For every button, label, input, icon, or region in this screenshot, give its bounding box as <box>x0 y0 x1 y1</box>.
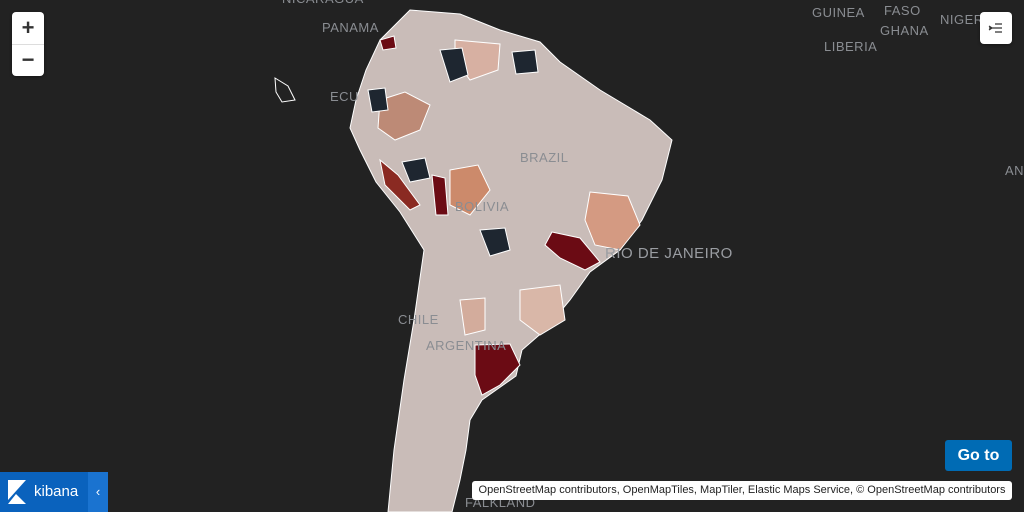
place-label: PANAMA <box>322 20 379 35</box>
kibana-logo <box>8 480 26 504</box>
region <box>401 157 431 183</box>
region <box>479 227 511 257</box>
place-label: ECU <box>330 89 359 104</box>
place-label: BOLIVIA <box>455 199 509 214</box>
collapse-button[interactable]: ‹ <box>88 472 108 512</box>
place-label: ARGENTINA <box>426 338 506 353</box>
region <box>449 164 491 216</box>
place-label: NICARAGUA <box>282 0 364 6</box>
continent <box>349 9 673 512</box>
brand-name: kibana <box>34 483 79 500</box>
place-label: BRAZIL <box>520 150 569 165</box>
layer-icon <box>988 23 1002 33</box>
go-to-button[interactable]: Go to <box>945 440 1012 471</box>
region <box>367 87 389 113</box>
place-label: GUINEA <box>812 5 865 20</box>
region <box>377 91 431 141</box>
brand-bar: kibana ‹ <box>0 472 108 512</box>
region <box>379 35 397 51</box>
region <box>431 174 449 216</box>
zoom-out[interactable]: − <box>12 44 44 77</box>
zoom-control: + − <box>12 12 44 76</box>
region <box>459 297 486 336</box>
place-label: CHILE <box>398 312 439 327</box>
place-label: RIO DE JANEIRO <box>605 245 733 262</box>
place-label: LIBERIA <box>824 39 877 54</box>
layer-toggle[interactable] <box>980 12 1012 44</box>
region <box>544 231 601 271</box>
place-label: ANG <box>1005 163 1024 178</box>
island <box>274 77 296 103</box>
place-label: GHANA <box>880 23 929 38</box>
place-label: NIGER <box>940 12 984 27</box>
region <box>379 158 421 211</box>
zoom-in[interactable]: + <box>21 15 35 40</box>
region <box>584 191 641 251</box>
region <box>519 284 566 336</box>
place-label: FASO <box>884 3 921 18</box>
region <box>439 47 469 83</box>
region <box>474 343 521 396</box>
region <box>511 49 539 75</box>
attribution: OpenStreetMap contributors, OpenMapTiles… <box>472 481 1012 500</box>
regions <box>274 9 673 512</box>
